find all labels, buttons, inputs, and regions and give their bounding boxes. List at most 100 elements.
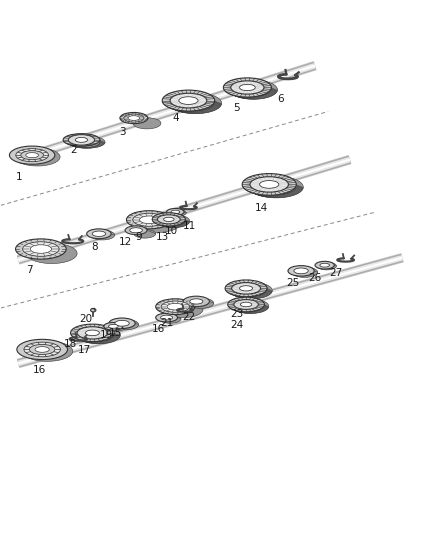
Ellipse shape: [21, 151, 43, 160]
Ellipse shape: [10, 146, 55, 164]
Ellipse shape: [106, 324, 126, 331]
Ellipse shape: [68, 135, 95, 145]
Ellipse shape: [161, 315, 173, 320]
Ellipse shape: [162, 90, 215, 111]
Ellipse shape: [134, 229, 155, 238]
Ellipse shape: [291, 267, 318, 277]
Ellipse shape: [230, 80, 278, 99]
Ellipse shape: [187, 298, 214, 309]
Ellipse shape: [128, 116, 140, 120]
Ellipse shape: [120, 112, 148, 124]
Text: 20: 20: [80, 314, 93, 324]
Ellipse shape: [35, 346, 49, 352]
Ellipse shape: [240, 302, 252, 307]
Ellipse shape: [90, 230, 115, 240]
Text: 3: 3: [120, 127, 126, 137]
Ellipse shape: [179, 97, 198, 104]
Text: 22: 22: [183, 312, 196, 322]
Text: 19: 19: [100, 330, 113, 341]
Ellipse shape: [190, 299, 203, 304]
Ellipse shape: [133, 213, 166, 227]
Ellipse shape: [237, 83, 270, 96]
Ellipse shape: [156, 214, 190, 228]
Text: 7: 7: [26, 264, 32, 274]
Ellipse shape: [92, 231, 106, 237]
Ellipse shape: [232, 299, 269, 313]
Text: 26: 26: [308, 273, 321, 283]
Ellipse shape: [237, 83, 270, 96]
Ellipse shape: [177, 96, 214, 110]
Ellipse shape: [320, 263, 329, 267]
Ellipse shape: [26, 243, 77, 263]
Ellipse shape: [159, 314, 181, 323]
Ellipse shape: [163, 302, 203, 318]
Ellipse shape: [133, 118, 161, 129]
Ellipse shape: [77, 326, 120, 344]
Ellipse shape: [124, 114, 144, 122]
Ellipse shape: [232, 282, 261, 294]
Text: 17: 17: [78, 345, 91, 356]
Ellipse shape: [104, 322, 123, 330]
Ellipse shape: [257, 179, 295, 195]
Text: 11: 11: [183, 221, 196, 231]
Text: 9: 9: [135, 232, 141, 242]
Text: 2: 2: [71, 146, 78, 155]
Ellipse shape: [162, 216, 184, 225]
Ellipse shape: [167, 303, 184, 310]
Ellipse shape: [77, 327, 108, 339]
Ellipse shape: [225, 280, 267, 297]
Ellipse shape: [68, 136, 105, 148]
Ellipse shape: [87, 229, 111, 239]
Text: 14: 14: [255, 203, 268, 213]
Ellipse shape: [183, 296, 209, 306]
Ellipse shape: [249, 176, 303, 198]
Ellipse shape: [152, 213, 185, 226]
Ellipse shape: [166, 208, 184, 215]
Text: 8: 8: [91, 243, 98, 252]
Ellipse shape: [71, 324, 114, 342]
Ellipse shape: [135, 214, 180, 232]
Text: 10: 10: [164, 225, 177, 236]
Text: 16: 16: [32, 366, 46, 375]
Ellipse shape: [157, 215, 180, 224]
Text: 27: 27: [329, 269, 343, 278]
Ellipse shape: [74, 137, 100, 147]
Ellipse shape: [228, 297, 265, 312]
Text: 25: 25: [286, 278, 300, 288]
Ellipse shape: [127, 211, 172, 229]
Ellipse shape: [113, 319, 139, 330]
Ellipse shape: [294, 268, 308, 274]
Ellipse shape: [169, 93, 222, 114]
Ellipse shape: [26, 152, 39, 158]
Ellipse shape: [171, 210, 180, 214]
Ellipse shape: [317, 262, 336, 270]
Text: 13: 13: [155, 232, 169, 242]
Ellipse shape: [22, 341, 73, 361]
Ellipse shape: [115, 320, 129, 326]
Ellipse shape: [238, 301, 263, 311]
Ellipse shape: [74, 137, 100, 147]
Text: 16: 16: [152, 325, 166, 334]
Ellipse shape: [250, 177, 288, 192]
Ellipse shape: [257, 179, 295, 195]
Ellipse shape: [234, 300, 258, 309]
Ellipse shape: [240, 286, 253, 291]
Ellipse shape: [260, 181, 279, 188]
Text: 23: 23: [230, 309, 243, 319]
Ellipse shape: [23, 242, 59, 256]
Text: 1: 1: [16, 172, 22, 182]
Ellipse shape: [155, 299, 195, 314]
Ellipse shape: [223, 78, 272, 97]
Ellipse shape: [238, 301, 263, 311]
Ellipse shape: [130, 228, 142, 233]
Ellipse shape: [24, 342, 60, 357]
Text: 24: 24: [230, 320, 243, 330]
Ellipse shape: [161, 301, 190, 312]
Ellipse shape: [85, 330, 99, 336]
Ellipse shape: [109, 318, 135, 328]
Ellipse shape: [125, 226, 147, 235]
Ellipse shape: [230, 282, 272, 299]
Ellipse shape: [231, 81, 264, 94]
Ellipse shape: [15, 239, 66, 259]
Ellipse shape: [237, 285, 266, 296]
